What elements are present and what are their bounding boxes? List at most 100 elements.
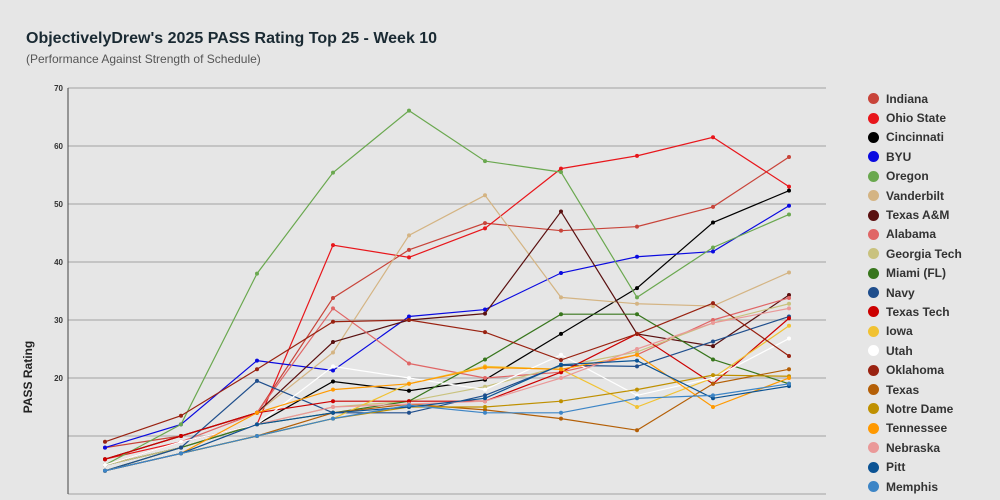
legend-dot-icon <box>868 306 879 318</box>
data-point <box>559 416 563 421</box>
legend-label: Texas Tech <box>886 304 950 319</box>
legend-dot-icon <box>868 131 879 143</box>
data-point <box>331 405 335 409</box>
data-point <box>483 384 487 389</box>
legend-label: Cincinnati <box>886 130 945 145</box>
data-point <box>787 316 791 321</box>
data-point <box>331 295 335 300</box>
y-tick-label: 50 <box>54 200 63 209</box>
legend-item[interactable]: Texas Tech <box>868 302 962 321</box>
data-point <box>331 368 335 373</box>
data-point <box>483 387 487 392</box>
legend-item[interactable]: Georgia Tech <box>868 244 962 263</box>
y-tick-label: 70 <box>54 84 63 93</box>
y-tick-label: 30 <box>54 316 63 325</box>
data-point <box>711 393 715 398</box>
legend-item[interactable]: Texas <box>868 380 962 399</box>
legend-item[interactable]: Oregon <box>868 167 962 186</box>
data-point <box>635 428 639 433</box>
legend-dot-icon <box>868 384 879 396</box>
legend: Indiana Ohio State Cincinnati BYU Oregon Vand… <box>868 89 962 496</box>
data-point <box>483 407 487 412</box>
data-point <box>407 233 411 238</box>
data-point <box>559 352 563 357</box>
legend-label: Miami (FL) <box>886 266 946 281</box>
data-point <box>559 312 563 317</box>
data-point <box>483 410 487 415</box>
legend-item[interactable]: Cincinnati <box>868 128 962 147</box>
data-point <box>711 304 715 309</box>
legend-item[interactable]: BYU <box>868 147 962 166</box>
legend-dot-icon <box>868 325 879 337</box>
data-point <box>331 340 335 345</box>
legend-dot-icon <box>868 151 879 163</box>
data-point <box>635 405 639 409</box>
data-point <box>787 188 791 193</box>
legend-item[interactable]: Pitt <box>868 457 962 476</box>
legend-dot-icon <box>868 403 879 415</box>
data-point <box>559 362 563 367</box>
legend-label: Notre Dame <box>886 401 954 416</box>
data-point <box>331 410 335 415</box>
legend-item[interactable]: Tennessee <box>868 419 962 438</box>
legend-item[interactable]: Nebraska <box>868 438 962 457</box>
data-point <box>483 159 487 164</box>
legend-item[interactable]: Notre Dame <box>868 399 962 418</box>
legend-label: Georgia Tech <box>886 246 962 261</box>
legend-item[interactable]: Texas A&M <box>868 205 962 224</box>
series-line-vanderbilt <box>104 194 790 460</box>
data-point <box>483 376 487 380</box>
legend-item[interactable]: Navy <box>868 283 962 302</box>
legend-dot-icon <box>868 481 879 492</box>
data-point <box>483 226 487 231</box>
data-point <box>179 439 183 444</box>
legend-item[interactable]: Iowa <box>868 322 962 341</box>
data-point <box>559 358 563 363</box>
series-line-miami-fl- <box>104 313 790 472</box>
data-point <box>635 347 639 351</box>
legend-item[interactable]: Memphis <box>868 477 962 496</box>
legend-item[interactable]: Ohio State <box>868 108 962 127</box>
data-point <box>483 399 487 404</box>
data-point <box>407 399 411 404</box>
data-point <box>559 295 563 300</box>
legend-item[interactable]: Oklahoma <box>868 360 962 379</box>
data-point <box>635 312 639 317</box>
data-point <box>635 396 639 401</box>
data-point <box>635 352 639 357</box>
data-point <box>711 220 715 225</box>
legend-item[interactable]: Indiana <box>868 89 962 108</box>
legend-item[interactable]: Miami (FL) <box>868 264 962 283</box>
legend-item[interactable]: Utah <box>868 341 962 360</box>
data-point <box>635 331 639 336</box>
legend-label: Texas <box>886 382 920 397</box>
data-point <box>787 295 791 300</box>
series-line-pitt <box>104 359 790 472</box>
data-point <box>711 245 715 250</box>
legend-item[interactable]: Vanderbilt <box>868 186 962 205</box>
data-point <box>331 170 335 175</box>
data-point <box>103 463 107 467</box>
legend-dot-icon <box>868 209 879 221</box>
legend-item[interactable]: Alabama <box>868 225 962 244</box>
data-point <box>635 286 639 291</box>
legend-label: BYU <box>886 149 912 164</box>
data-point <box>407 247 411 252</box>
data-point <box>255 367 259 372</box>
legend-label: Oregon <box>886 169 929 184</box>
data-point <box>407 381 411 386</box>
data-point <box>787 376 791 380</box>
data-point <box>711 381 715 386</box>
data-point <box>483 193 487 198</box>
data-point <box>559 170 563 175</box>
data-point <box>635 254 639 259</box>
data-point <box>635 224 639 229</box>
legend-dot-icon <box>868 190 879 202</box>
series-line-iowa <box>104 325 790 472</box>
legend-dot-icon <box>868 248 879 260</box>
data-point <box>711 318 715 322</box>
series-line-texas-a-m <box>104 210 790 460</box>
data-point <box>407 388 411 393</box>
data-point <box>559 271 563 276</box>
data-point <box>711 301 715 306</box>
